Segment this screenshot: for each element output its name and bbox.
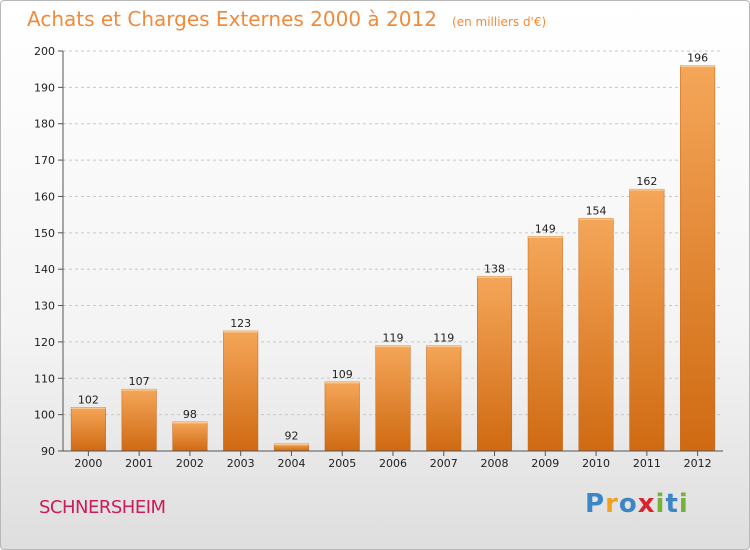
bar-value-label: 149 — [535, 222, 556, 235]
bar — [578, 218, 614, 452]
bar-highlight — [477, 276, 512, 278]
bar-value-label: 119 — [383, 332, 404, 345]
logo-letter: P — [585, 489, 606, 519]
x-tick-label: 2004 — [277, 457, 305, 470]
bar — [375, 345, 411, 452]
bar — [629, 188, 665, 452]
bar-highlight — [324, 381, 360, 384]
x-tick-label: 2000 — [74, 457, 102, 470]
bar-highlight — [629, 189, 665, 191]
bar-highlight — [172, 421, 208, 424]
bar-highlight — [121, 389, 157, 391]
bar-value-label: 102 — [78, 393, 99, 406]
bar-value-label: 196 — [687, 52, 708, 65]
bars — [70, 65, 716, 452]
x-tick-label: 2006 — [379, 457, 407, 470]
x-tick-label: 2007 — [430, 457, 458, 470]
x-tick-label: 2009 — [531, 457, 559, 470]
proxiti-logo: Proxiti — [585, 489, 689, 519]
x-tick-label: 2002 — [176, 457, 204, 470]
logo-letter: i — [678, 489, 689, 519]
y-tick-label: 150 — [34, 227, 55, 240]
y-tick-label: 160 — [34, 190, 55, 203]
y-tick-label: 140 — [34, 263, 55, 276]
title-row: Achats et Charges Externes 2000 à 2012 (… — [27, 7, 546, 31]
x-tick-label: 2005 — [328, 457, 356, 470]
bar-highlight — [680, 65, 715, 68]
y-tick-label: 190 — [34, 81, 55, 94]
x-tick-label: 2010 — [582, 457, 610, 470]
y-tick-label: 90 — [41, 445, 55, 458]
bar-highlight — [71, 407, 106, 409]
bar-highlight — [528, 236, 563, 238]
bar — [121, 388, 157, 452]
chart-unit-label: (en milliers d'€) — [452, 15, 547, 29]
bar-value-label: 92 — [284, 430, 298, 443]
chart-title: Achats et Charges Externes 2000 à 2012 — [27, 7, 437, 31]
y-tick-label: 200 — [34, 45, 55, 58]
bar — [527, 236, 563, 452]
bar — [70, 407, 106, 452]
x-tick-label: 2012 — [684, 457, 712, 470]
y-tick-label: 170 — [34, 154, 55, 167]
y-tick-label: 120 — [34, 336, 55, 349]
x-tick-label: 2008 — [481, 457, 509, 470]
y-tick-label: 180 — [34, 118, 55, 131]
y-tick-label: 100 — [34, 409, 55, 422]
axes: 90 100 110 120 130 140 150 160 170 180 190 200 2000 2… — [34, 45, 723, 470]
bar-highlight — [375, 345, 411, 348]
bar-highlight — [578, 218, 614, 220]
logo-letter: x — [637, 489, 656, 519]
x-tick-label: 2001 — [125, 457, 153, 470]
bar — [324, 381, 360, 452]
y-tick-label: 130 — [34, 300, 55, 313]
bar-highlight — [426, 345, 462, 348]
bar-value-label: 162 — [636, 175, 657, 188]
logo-letter: t — [665, 489, 679, 519]
x-tick-label: 2003 — [227, 457, 255, 470]
data-labels: 102 107 98 123 92 109 119 119 138 149 154 162 196 — [78, 52, 708, 443]
commune-name: SCHNERSHEIM — [39, 497, 166, 518]
bar-value-label: 154 — [586, 204, 607, 217]
x-tick-label: 2011 — [633, 457, 661, 470]
bar-value-label: 107 — [129, 375, 150, 388]
y-tick-label: 110 — [34, 372, 55, 385]
logo-letter: o — [618, 489, 638, 519]
bar-highlight — [223, 331, 258, 333]
bar — [426, 345, 462, 452]
logo-letter: r — [605, 489, 619, 519]
bar-value-label: 123 — [230, 317, 251, 330]
bar — [172, 421, 208, 452]
bar-highlight — [274, 443, 309, 446]
bar-value-label: 138 — [484, 262, 505, 275]
bar-value-label: 109 — [332, 368, 353, 381]
bar — [223, 330, 259, 452]
bar-value-label: 119 — [433, 332, 454, 345]
logo-letter: i — [655, 489, 666, 519]
bar — [680, 65, 716, 452]
bar — [477, 276, 513, 452]
bar-value-label: 98 — [183, 408, 197, 421]
